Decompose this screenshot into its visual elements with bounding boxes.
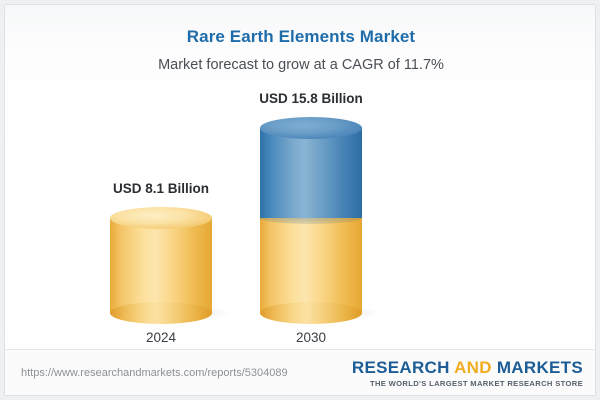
- cylinder-top-face-2030: [260, 117, 362, 139]
- cylinder-bar-2030[interactable]: [260, 117, 380, 324]
- infographic-card: Rare Earth Elements Market Market foreca…: [4, 4, 596, 396]
- chart-plot-area: USD 8.1 Billion 2024 USD 15.8 Billion: [5, 5, 595, 349]
- chart-subtitle: Market forecast to grow at a CAGR of 11.…: [158, 57, 444, 73]
- footer-divider: [5, 349, 595, 350]
- brand-logo[interactable]: RESEARCH AND MARKETS THE WORLD'S LARGEST…: [352, 358, 583, 388]
- cylinder-bottom-cap-2030: [260, 302, 362, 324]
- brand-name: RESEARCH AND MARKETS: [352, 358, 583, 378]
- cylinder-bottom-cap-2024: [110, 302, 212, 324]
- cylinder-top-face-2024: [110, 207, 212, 229]
- brand-name-part1: RESEARCH: [351, 358, 455, 377]
- cylinder-segment-base-2030: [260, 212, 362, 313]
- cylinder-segment-base-2024: [110, 218, 212, 313]
- source-url[interactable]: https://www.researchandmarkets.com/repor…: [21, 367, 288, 379]
- category-label-2030: 2030: [295, 330, 327, 345]
- brand-name-and: AND: [454, 358, 492, 377]
- page-title: Rare Earth Elements Market: [186, 27, 416, 46]
- brand-tagline: THE WORLD'S LARGEST MARKET RESEARCH STOR…: [369, 379, 583, 388]
- brand-name-part2: MARKETS: [491, 358, 583, 377]
- cylinder-bar-2024[interactable]: [110, 207, 230, 324]
- value-label-2030: USD 15.8 Billion: [259, 91, 363, 106]
- footer: https://www.researchandmarkets.com/repor…: [5, 350, 595, 395]
- cylinder-segment-growth-2030: [260, 128, 362, 218]
- category-label-2024: 2024: [145, 330, 177, 345]
- value-label-2024: USD 8.1 Billion: [112, 181, 210, 196]
